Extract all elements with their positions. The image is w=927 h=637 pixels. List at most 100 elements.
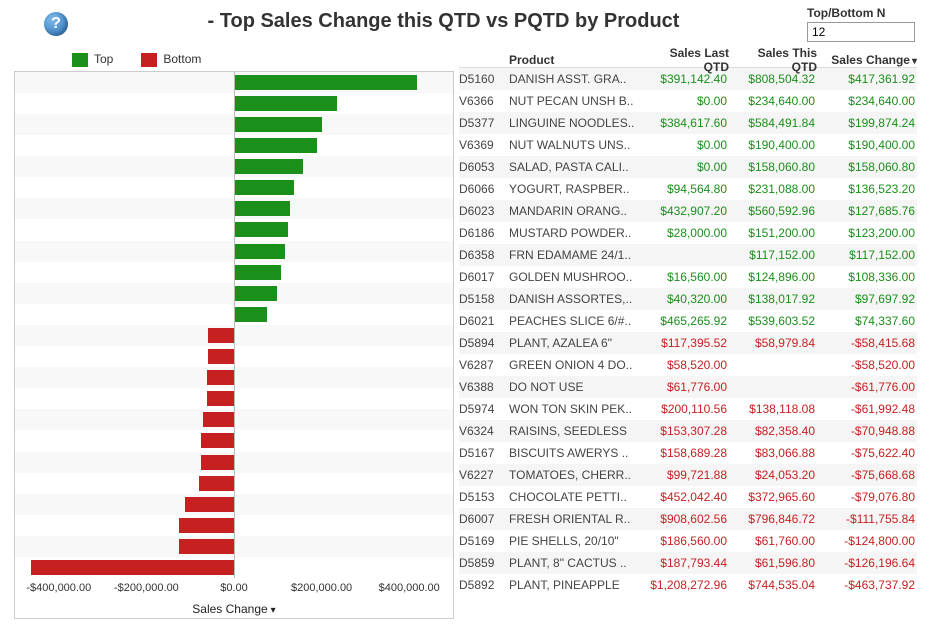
bar[interactable] [185, 497, 234, 512]
cell-this: $82,358.40 [729, 424, 817, 438]
bar[interactable] [234, 138, 317, 153]
cell-code: D5974 [459, 402, 509, 416]
bar[interactable] [234, 117, 322, 132]
table-row[interactable]: D5974WON TON SKIN PEK..$200,110.56$138,1… [459, 398, 917, 420]
dashboard: ? - Top Sales Change this QTD vs PQTD by… [0, 0, 927, 637]
table-row[interactable]: D6358FRN EDAMAME 24/1..$117,152.00$117,1… [459, 244, 917, 266]
table-row[interactable]: V6388DO NOT USE$61,776.00-$61,776.00 [459, 376, 917, 398]
col-last-qtd[interactable]: Sales Last QTD [641, 46, 729, 74]
table-row[interactable]: D5153CHOCOLATE PETTI..$452,042.40$372,96… [459, 486, 917, 508]
header: ? - Top Sales Change this QTD vs PQTD by… [10, 6, 917, 42]
cell-code: D5169 [459, 534, 509, 548]
table-row[interactable]: D5892PLANT, PINEAPPLE$1,208,272.96$744,5… [459, 574, 917, 596]
bar[interactable] [31, 560, 234, 575]
table-row[interactable]: D5158DANISH ASSORTES,..$40,320.00$138,01… [459, 288, 917, 310]
bar[interactable] [234, 265, 281, 280]
bar[interactable] [201, 433, 234, 448]
cell-change: $136,523.20 [817, 182, 917, 196]
table-row[interactable]: D5160DANISH ASST. GRA..$391,142.40$808,5… [459, 68, 917, 90]
cell-code: D6023 [459, 204, 509, 218]
bar[interactable] [234, 96, 337, 111]
table-row[interactable]: D6021PEACHES SLICE 6/#..$465,265.92$539,… [459, 310, 917, 332]
bar[interactable] [208, 349, 234, 364]
table-row[interactable]: D5169PIE SHELLS, 20/10"$186,560.00$61,76… [459, 530, 917, 552]
cell-this: $124,896.00 [729, 270, 817, 284]
cell-name: YOGURT, RASPBER.. [509, 182, 641, 196]
col-change-label: Sales Change [831, 53, 910, 67]
table-row[interactable]: D6007FRESH ORIENTAL R..$908,602.56$796,8… [459, 508, 917, 530]
bar[interactable] [179, 539, 234, 554]
cell-last: $40,320.00 [641, 292, 729, 306]
table-row[interactable]: V6324RAISINS, SEEDLESS$153,307.28$82,358… [459, 420, 917, 442]
table-row[interactable]: V6366NUT PECAN UNSH B..$0.00$234,640.00$… [459, 90, 917, 112]
table-row[interactable]: D5859PLANT, 8" CACTUS ..$187,793.44$61,5… [459, 552, 917, 574]
bar[interactable] [234, 307, 267, 322]
col-product[interactable]: Product [509, 53, 641, 67]
legend-bottom-label: Bottom [163, 52, 201, 66]
table-row[interactable]: V6369NUT WALNUTS UNS..$0.00$190,400.00$1… [459, 134, 917, 156]
cell-code: D6021 [459, 314, 509, 328]
bar[interactable] [234, 75, 417, 90]
col-this-qtd[interactable]: Sales This QTD [729, 46, 817, 74]
cell-change: $127,685.76 [817, 204, 917, 218]
legend-top[interactable]: Top [72, 52, 113, 67]
cell-this: $584,491.84 [729, 116, 817, 130]
table-row[interactable]: D5167BISCUITS AWERYS ..$158,689.28$83,06… [459, 442, 917, 464]
cell-last: $465,265.92 [641, 314, 729, 328]
bar[interactable] [199, 476, 234, 491]
cell-last: $0.00 [641, 94, 729, 108]
bar[interactable] [234, 286, 277, 301]
cell-this: $83,066.88 [729, 446, 817, 460]
swatch-bottom [141, 53, 157, 67]
x-axis-title: Sales Change▾ [192, 602, 275, 616]
x-tick-label: $400,000.00 [379, 582, 440, 594]
table-row[interactable]: V6287GREEN ONION 4 DO..$58,520.00-$58,52… [459, 354, 917, 376]
bar[interactable] [234, 180, 294, 195]
cell-code: D6066 [459, 182, 509, 196]
table-row[interactable]: D6186MUSTARD POWDER..$28,000.00$151,200.… [459, 222, 917, 244]
bar[interactable] [234, 222, 288, 237]
cell-code: V6324 [459, 424, 509, 438]
bar[interactable] [234, 159, 303, 174]
bar[interactable] [203, 412, 234, 427]
x-tick-label: -$400,000.00 [26, 582, 91, 594]
col-change[interactable]: Sales Change▾ [817, 53, 917, 67]
bar[interactable] [179, 518, 234, 533]
cell-last: $28,000.00 [641, 226, 729, 240]
cell-change: $234,640.00 [817, 94, 917, 108]
bar-chart[interactable]: Sales Change▾ -$400,000.00-$200,000.00$0… [14, 71, 454, 619]
cell-code: D5167 [459, 446, 509, 460]
cell-last: $61,776.00 [641, 380, 729, 394]
cell-this: $117,152.00 [729, 248, 817, 262]
cell-last: $94,564.80 [641, 182, 729, 196]
table-row[interactable]: V6227TOMATOES, CHERR..$99,721.88$24,053.… [459, 464, 917, 486]
table-row[interactable]: D6017GOLDEN MUSHROO..$16,560.00$124,896.… [459, 266, 917, 288]
cell-code: D5859 [459, 556, 509, 570]
bar[interactable] [207, 370, 234, 385]
legend: Top Bottom [10, 46, 455, 71]
cell-this: $151,200.00 [729, 226, 817, 240]
x-tick-label: -$200,000.00 [114, 582, 179, 594]
cell-this: $231,088.00 [729, 182, 817, 196]
bar[interactable] [208, 328, 234, 343]
bar[interactable] [207, 391, 234, 406]
bar[interactable] [234, 201, 290, 216]
help-icon[interactable]: ? [44, 12, 68, 36]
top-n-input[interactable] [807, 22, 915, 42]
table-row[interactable]: D6023MANDARIN ORANG..$432,907.20$560,592… [459, 200, 917, 222]
table-row[interactable]: D5894PLANT, AZALEA 6"$117,395.52$58,979.… [459, 332, 917, 354]
x-tick-label: $200,000.00 [291, 582, 352, 594]
cell-change: -$58,415.68 [817, 336, 917, 350]
cell-last: $16,560.00 [641, 270, 729, 284]
bar[interactable] [234, 244, 285, 259]
cell-code: D5377 [459, 116, 509, 130]
table-row[interactable]: D6066YOGURT, RASPBER..$94,564.80$231,088… [459, 178, 917, 200]
table-row[interactable]: D5377LINGUINE NOODLES..$384,617.60$584,4… [459, 112, 917, 134]
table-row[interactable]: D6053SALAD, PASTA CALI..$0.00$158,060.80… [459, 156, 917, 178]
cell-last: $187,793.44 [641, 556, 729, 570]
bar[interactable] [201, 455, 234, 470]
cell-name: GOLDEN MUSHROO.. [509, 270, 641, 284]
cell-this: $138,118.08 [729, 402, 817, 416]
cell-code: V6287 [459, 358, 509, 372]
legend-bottom[interactable]: Bottom [141, 52, 201, 67]
